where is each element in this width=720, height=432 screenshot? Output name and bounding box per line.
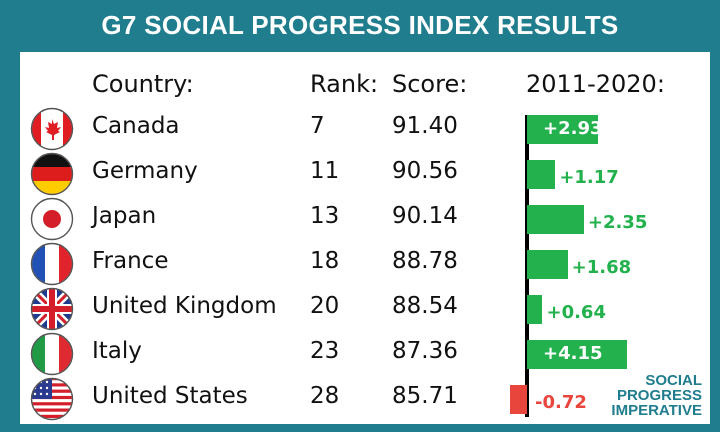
- table-panel: Country: Rank: Score: 2011-2020: Canada 7…: [20, 52, 710, 424]
- score-value: 90.56: [392, 158, 458, 184]
- table-row: Japan 13 90.14: [20, 197, 710, 241]
- country-name: United Kingdom: [92, 293, 277, 319]
- country-name: Japan: [92, 203, 157, 229]
- bar-value-label: +1.17: [559, 167, 619, 188]
- brand-line-1: SOCIAL: [645, 372, 702, 389]
- score-value: 90.14: [392, 203, 458, 229]
- brand-line-2: PROGRESS: [616, 387, 702, 404]
- rank-value: 28: [310, 383, 340, 409]
- bar-united-states: [509, 385, 527, 414]
- bar-japan: [527, 205, 584, 234]
- bar-value-label: +2.93: [543, 118, 603, 139]
- bar-germany: [527, 160, 556, 189]
- bar-value-label: +1.68: [571, 257, 632, 278]
- table-row: Canada 7 91.40: [20, 107, 710, 151]
- bar-value-label: +0.64: [546, 302, 606, 323]
- table-row: France 18 88.78: [20, 242, 710, 286]
- brand-logo: SOCIAL PROGRESS IMPERATIVE: [611, 373, 702, 418]
- france-flag-icon: [30, 242, 74, 286]
- bar-value-label: +4.15: [543, 343, 603, 364]
- table-row: United States 28 85.71: [20, 377, 710, 421]
- rank-value: 7: [310, 113, 325, 139]
- bar-italy: [527, 340, 628, 369]
- table-row: Italy 23 87.36: [20, 332, 710, 376]
- header-country: Country:: [92, 70, 194, 98]
- table-row: United Kingdom 20 88.54: [20, 287, 710, 331]
- germany-flag-icon: [30, 152, 74, 196]
- rank-value: 13: [310, 203, 340, 229]
- header-change: 2011-2020:: [526, 70, 665, 98]
- uk-flag-icon: [30, 287, 74, 331]
- header-rank: Rank:: [310, 70, 379, 98]
- rank-value: 23: [310, 338, 340, 364]
- header-score: Score:: [392, 70, 468, 98]
- bar-france: [527, 250, 568, 279]
- japan-flag-icon: [30, 197, 74, 241]
- bar-canada: [527, 115, 598, 144]
- country-name: Canada: [92, 113, 180, 139]
- italy-flag-icon: [30, 332, 74, 376]
- brand-line-3: IMPERATIVE: [611, 402, 702, 419]
- chart-title: G7 SOCIAL PROGRESS INDEX RESULTS: [101, 9, 619, 40]
- score-value: 88.54: [392, 293, 458, 319]
- country-name: France: [92, 248, 169, 274]
- score-value: 87.36: [392, 338, 458, 364]
- country-name: United States: [92, 383, 248, 409]
- country-name: Italy: [92, 338, 142, 364]
- bar-united-kingdom: [527, 295, 543, 324]
- table-row: Germany 11 90.56: [20, 152, 710, 196]
- score-value: 91.40: [392, 113, 458, 139]
- score-value: 85.71: [392, 383, 458, 409]
- bar-value-label: +2.35: [587, 212, 648, 233]
- score-value: 88.78: [392, 248, 458, 274]
- country-name: Germany: [92, 158, 198, 184]
- bar-value-label: -0.72: [535, 392, 587, 413]
- usa-flag-icon: [30, 377, 74, 421]
- rank-value: 20: [310, 293, 340, 319]
- canada-flag-icon: [30, 107, 74, 151]
- rank-value: 18: [310, 248, 340, 274]
- rank-value: 11: [310, 158, 340, 184]
